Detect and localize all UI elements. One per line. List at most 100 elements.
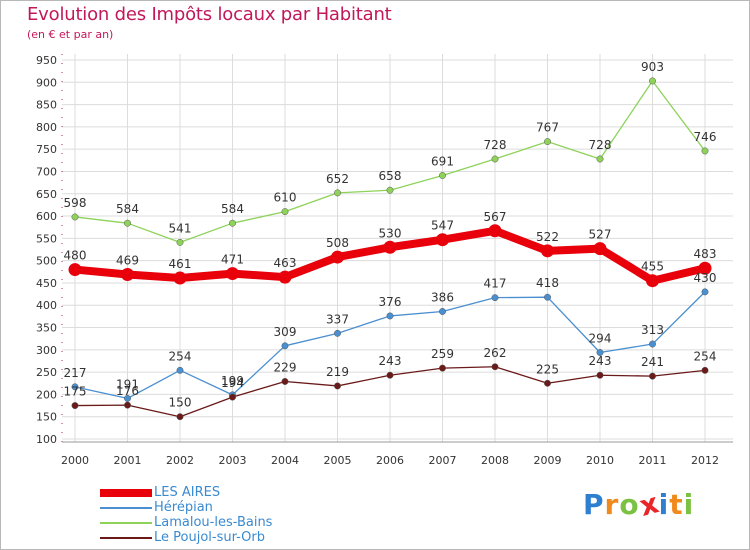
x-tick-label: 2010 [586,454,614,467]
data-point [173,271,187,285]
data-label: 313 [641,323,664,337]
data-point [701,366,709,374]
data-point [281,342,289,350]
y-tick-label: 850 [36,99,57,112]
y-tick-label: 600 [36,210,57,223]
data-point [491,363,499,371]
y-tick-label: 700 [36,165,57,178]
x-tick-label: 2000 [61,454,89,467]
legend-item: Le Poujol-sur-Orb [100,531,400,546]
data-label: 610 [274,191,297,205]
logo-letter: P [583,488,605,521]
data-point [229,393,236,401]
data-label: 294 [589,331,612,345]
data-point [436,233,449,247]
data-label: 175 [64,385,87,399]
data-label: 461 [169,257,192,271]
data-point [226,267,239,281]
data-point [334,382,341,390]
legend-item: Hérépian [100,501,400,516]
x-tick-label: 2002 [166,454,194,467]
data-label: 598 [64,196,87,210]
data-label: 903 [641,60,664,74]
y-tick-label: 500 [36,255,57,268]
data-point [596,371,604,379]
data-label: 746 [694,130,717,144]
data-point [439,172,446,179]
legend-label: LES AIRES [154,485,221,500]
x-tick-label: 2006 [376,454,404,467]
data-point [386,186,394,194]
data-label: 194 [221,376,244,390]
data-point [124,394,131,402]
legend-swatch [100,537,152,539]
data-label: 262 [484,346,507,360]
data-point [439,364,446,372]
data-label: 691 [431,154,454,168]
data-point [488,224,502,238]
data-point [176,413,184,421]
legend-label: Lamalou-les-Bains [154,515,273,530]
data-label: 658 [379,169,402,183]
data-label: 217 [64,366,87,380]
data-label: 430 [694,271,717,285]
data-label: 309 [274,325,297,339]
data-label: 241 [641,355,664,369]
data-label: 652 [326,172,349,186]
logo-letter: t [669,488,684,521]
data-point [491,155,499,163]
logo-letter: r [604,488,620,521]
data-label: 541 [169,221,192,235]
data-label: 584 [116,202,139,216]
y-tick-label: 250 [36,366,57,379]
chart-title: Evolution des Impôts locaux par Habitant [27,4,392,25]
y-tick-label: 100 [36,433,57,446]
y-tick-label: 200 [36,388,57,401]
data-point [596,155,604,163]
data-point [281,378,289,385]
x-tick-label: 2012 [691,454,719,467]
data-point [176,238,184,246]
data-point [541,244,554,258]
data-point [278,270,292,284]
data-label: 567 [484,210,507,224]
legend-swatch [100,507,152,509]
x-tick-label: 2007 [429,454,457,467]
data-label: 219 [326,365,349,379]
data-point [281,208,289,216]
data-label: 176 [116,384,139,398]
x-tick-label: 2003 [219,454,247,467]
data-label: 376 [379,295,402,309]
y-tick-label: 550 [36,232,57,245]
data-label: 508 [326,236,349,250]
y-tick-label: 650 [36,188,57,201]
data-point [71,213,79,221]
data-point [649,340,656,348]
data-label: 417 [484,277,507,291]
data-point [593,242,607,256]
y-tick-label: 150 [36,411,57,424]
chart-subtitle: (en € et par an) [27,28,114,41]
data-point [596,349,604,356]
data-point [229,219,236,227]
data-label: 243 [589,354,612,368]
data-point [383,240,397,254]
data-label: 191 [116,377,139,391]
data-label: 471 [221,253,244,267]
logo-letter: o [619,488,640,521]
data-point [649,77,656,85]
data-point [701,288,709,296]
y-tick-label: 450 [36,277,57,290]
data-label: 463 [274,256,297,270]
y-tick-label: 950 [36,54,57,67]
x-tick-label: 2001 [114,454,142,467]
y-tick-label: 800 [36,121,57,134]
data-label: 225 [536,362,559,376]
legend: LES AIRES Hérépian Lamalou-les-Bains Le Pou… [100,486,400,546]
data-label: 243 [379,354,402,368]
data-point [544,379,551,387]
data-label: 767 [536,121,559,135]
data-label: 386 [431,290,454,304]
legend-item: LES AIRES [100,486,400,501]
